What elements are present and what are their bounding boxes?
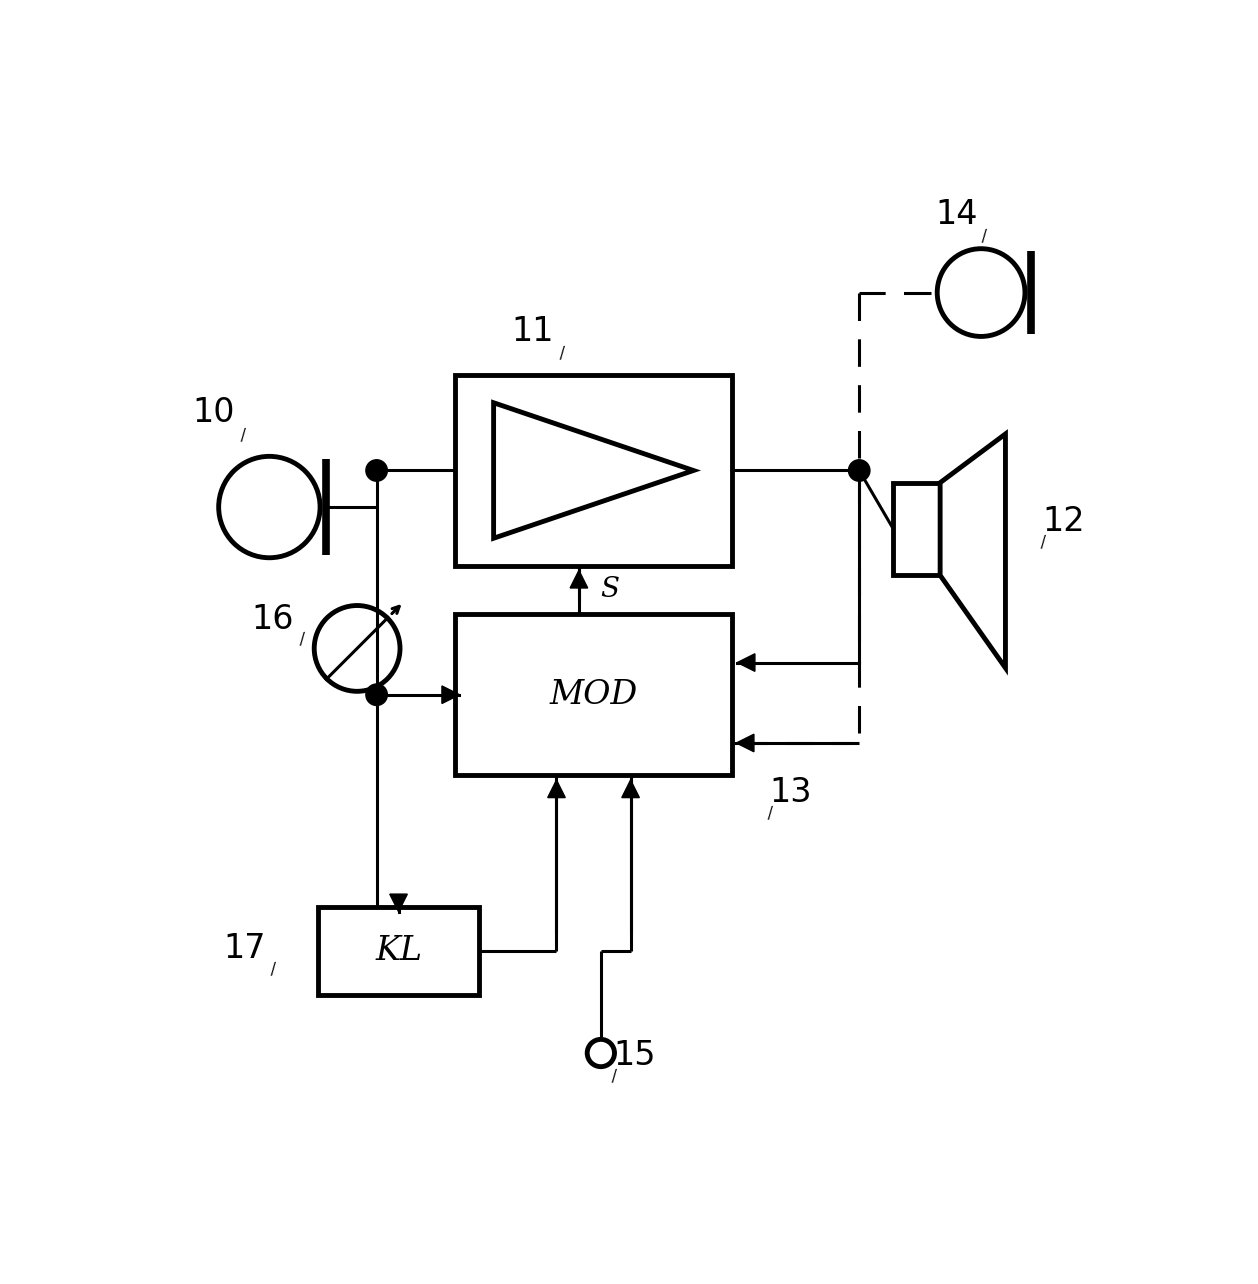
Circle shape xyxy=(314,606,400,691)
Text: 13: 13 xyxy=(770,777,813,809)
Text: 11: 11 xyxy=(511,315,554,348)
Circle shape xyxy=(366,684,387,705)
Text: MOD: MOD xyxy=(550,679,638,711)
Text: /: / xyxy=(766,806,774,822)
Text: 15: 15 xyxy=(614,1040,657,1072)
Text: 12: 12 xyxy=(1043,505,1086,538)
Polygon shape xyxy=(390,894,408,912)
Polygon shape xyxy=(621,781,639,797)
Circle shape xyxy=(937,249,1025,336)
Text: S: S xyxy=(600,577,619,603)
Bar xyxy=(454,375,732,565)
Bar xyxy=(893,483,940,575)
Bar xyxy=(454,614,732,776)
Circle shape xyxy=(587,1039,614,1067)
Text: 17: 17 xyxy=(224,932,267,966)
Text: /: / xyxy=(268,962,276,978)
Polygon shape xyxy=(940,434,1005,668)
Text: /: / xyxy=(1039,535,1047,551)
Polygon shape xyxy=(737,654,755,672)
Circle shape xyxy=(219,456,320,557)
Text: /: / xyxy=(980,229,988,245)
Text: /: / xyxy=(610,1070,618,1085)
Text: KL: KL xyxy=(375,935,421,967)
Polygon shape xyxy=(547,781,565,797)
Polygon shape xyxy=(736,734,754,751)
Polygon shape xyxy=(442,686,459,704)
Text: 16: 16 xyxy=(252,602,293,636)
Polygon shape xyxy=(493,403,693,538)
Text: /: / xyxy=(559,347,566,362)
Bar xyxy=(318,907,479,995)
Text: /: / xyxy=(298,633,306,648)
Text: 10: 10 xyxy=(192,395,235,429)
Circle shape xyxy=(848,460,871,482)
Circle shape xyxy=(366,460,387,482)
Text: /: / xyxy=(239,428,247,444)
Text: 14: 14 xyxy=(936,198,977,231)
Polygon shape xyxy=(570,570,587,588)
